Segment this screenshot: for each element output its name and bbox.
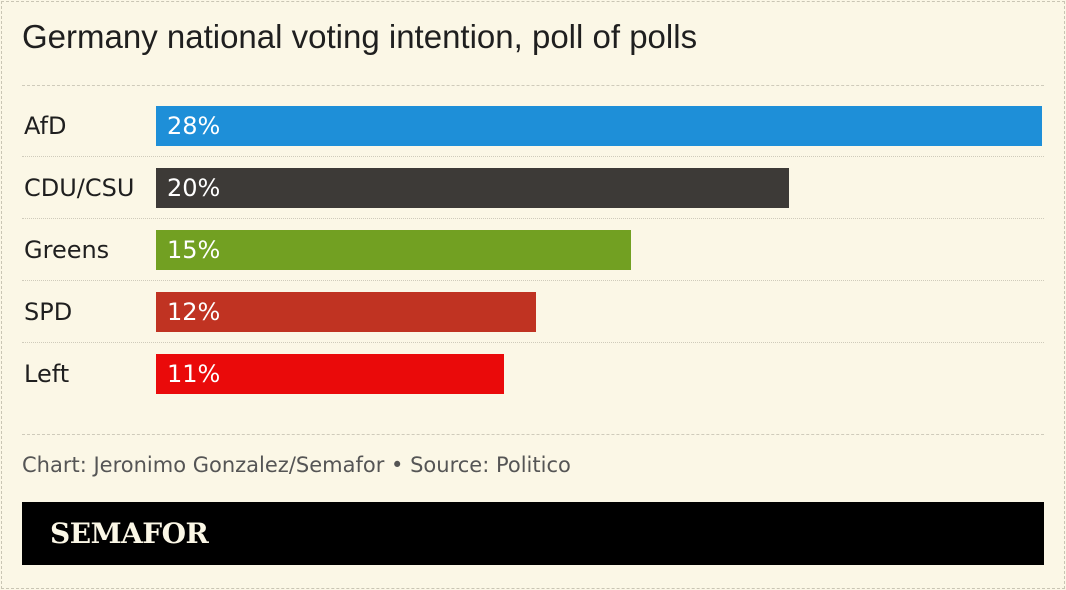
bar	[156, 106, 1042, 146]
footer-divider	[22, 434, 1044, 435]
bar	[156, 354, 504, 394]
chart-credit: Chart: Jeronimo Gonzalez/Semafor • Sourc…	[22, 453, 571, 477]
brand-footer: SEMAFOR	[22, 502, 1044, 565]
bar-value-label: 12%	[167, 298, 221, 326]
category-label: Left	[24, 360, 70, 388]
bar	[156, 168, 789, 208]
bar-value-label: 20%	[167, 174, 221, 202]
row-divider	[22, 156, 1044, 157]
category-label: AfD	[24, 112, 67, 140]
row-divider	[22, 280, 1044, 281]
brand-logo: SEMAFOR	[50, 517, 209, 550]
chart-title: Germany national voting intention, poll …	[22, 18, 698, 55]
bar	[156, 230, 631, 270]
bar-value-label: 15%	[167, 236, 221, 264]
category-label: Greens	[24, 236, 110, 264]
title-divider	[22, 85, 1044, 86]
bar-value-label: 11%	[167, 360, 221, 388]
category-label: CDU/CSU	[24, 174, 135, 202]
row-divider	[22, 342, 1044, 343]
category-label: SPD	[24, 298, 73, 326]
bar-value-label: 28%	[167, 112, 221, 140]
bar	[156, 292, 536, 332]
row-divider	[22, 218, 1044, 219]
